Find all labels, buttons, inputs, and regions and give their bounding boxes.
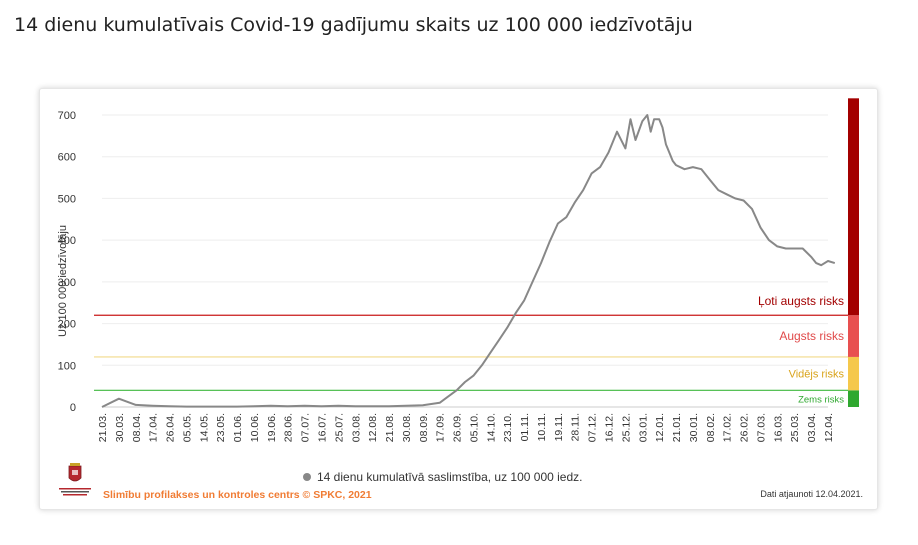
x-tick-label: 17.04. [148, 413, 160, 442]
x-tick-label: 16.03. [772, 413, 784, 442]
x-tick-label: 14.05. [198, 413, 210, 442]
x-tick-label: 23.05. [215, 413, 227, 442]
page-title: 14 dienu kumulatīvais Covid-19 gadījumu … [14, 14, 693, 36]
x-tick-label: 03.04. [806, 413, 818, 442]
credit-text: Slimību profilakses un kontroles centrs … [103, 489, 372, 501]
x-tick-label: 26.09. [452, 413, 464, 442]
x-tick-label: 25.03. [789, 413, 801, 442]
x-tick-label: 26.02. [739, 413, 751, 442]
y-tick-label: 600 [58, 152, 76, 164]
risk-band-high [848, 315, 859, 357]
x-tick-label: 28.06. [283, 413, 295, 442]
x-tick-label: 19.11. [553, 413, 565, 441]
x-tick-label: 30.08. [401, 413, 413, 442]
x-tick-label: 19.06. [266, 413, 278, 442]
x-tick-label: 17.02. [722, 413, 734, 442]
x-tick-label: 03.08. [350, 413, 362, 442]
x-tick-label: 01.06. [232, 413, 244, 442]
risk-label-medium: Vidējs risks [789, 369, 845, 381]
chart-card: 0 100 200 300 400 500 600 700 Uz 100 000 iedzīvo… [39, 88, 878, 510]
risk-label-very-high: Ļoti augsts risks [758, 294, 844, 308]
x-tick-label: 08.04. [131, 413, 143, 442]
x-tick-label: 07.03. [755, 413, 767, 442]
x-tick-label: 26.04. [165, 413, 177, 442]
x-tick-label: 21.01. [671, 413, 683, 442]
x-tick-label: 17.09. [435, 413, 447, 442]
covid-chart: 0 100 200 300 400 500 600 700 Uz 100 000 iedzīvo… [57, 98, 859, 442]
risk-band-low [848, 390, 859, 407]
y-tick-label: 0 [70, 402, 76, 414]
x-tick-label: 07.12. [587, 413, 599, 442]
x-tick-label: 12.04. [823, 413, 835, 442]
x-tick-label: 30.03. [114, 413, 126, 442]
x-tick-label: 12.08. [367, 413, 379, 442]
risk-label-low: Zems risks [798, 395, 844, 406]
x-tick-label: 30.01. [688, 413, 700, 442]
risk-band-medium [848, 356, 859, 391]
x-tick-label: 01.11. [519, 413, 531, 441]
x-tick-label: 05.10. [468, 413, 480, 442]
x-tick-label: 21.08. [384, 413, 396, 442]
x-tick-label: 21.03. [97, 413, 109, 442]
y-tick-label: 400 [58, 235, 76, 247]
series-line [101, 114, 836, 408]
x-tick-label: 07.07. [300, 413, 312, 442]
x-tick-label: 12.01. [654, 413, 666, 442]
x-tick-label: 05.05. [181, 413, 193, 442]
y-tick-label: 500 [58, 193, 76, 205]
chart-legend[interactable]: 14 dienu kumulatīvā saslimstība, uz 100 … [303, 470, 583, 484]
x-tick-label: 08.09. [418, 413, 430, 442]
x-tick-label: 23.10. [502, 413, 514, 442]
legend-label: 14 dienu kumulatīvā saslimstība, uz 100 … [317, 470, 583, 484]
x-tick-label: 08.02. [705, 413, 717, 442]
x-tick-label: 25.12. [620, 413, 632, 442]
y-tick-label: 200 [58, 319, 76, 331]
x-tick-label: 03.01. [637, 413, 649, 442]
risk-label-high: Augsts risks [779, 329, 844, 343]
x-tick-label: 10.11. [536, 413, 548, 441]
x-tick-label: 28.11. [570, 413, 582, 441]
x-tick-label: 10.06. [249, 413, 261, 442]
legend-marker [303, 473, 311, 481]
y-tick-label: 300 [58, 277, 76, 289]
x-tick-label: 16.12. [604, 413, 616, 442]
x-tick-label: 14.10. [485, 413, 497, 442]
y-tick-label: 700 [58, 110, 76, 122]
y-axis-label: Uz 100 000 iedzīvotāju [57, 225, 69, 337]
spkc-logo [55, 462, 95, 498]
x-tick-label: 25.07. [333, 413, 345, 442]
x-tick-label: 16.07. [316, 413, 328, 442]
updated-date: Dati atjaunoti 12.04.2021. [760, 489, 863, 499]
y-tick-label: 100 [58, 360, 76, 372]
risk-band-very-high [848, 98, 859, 316]
